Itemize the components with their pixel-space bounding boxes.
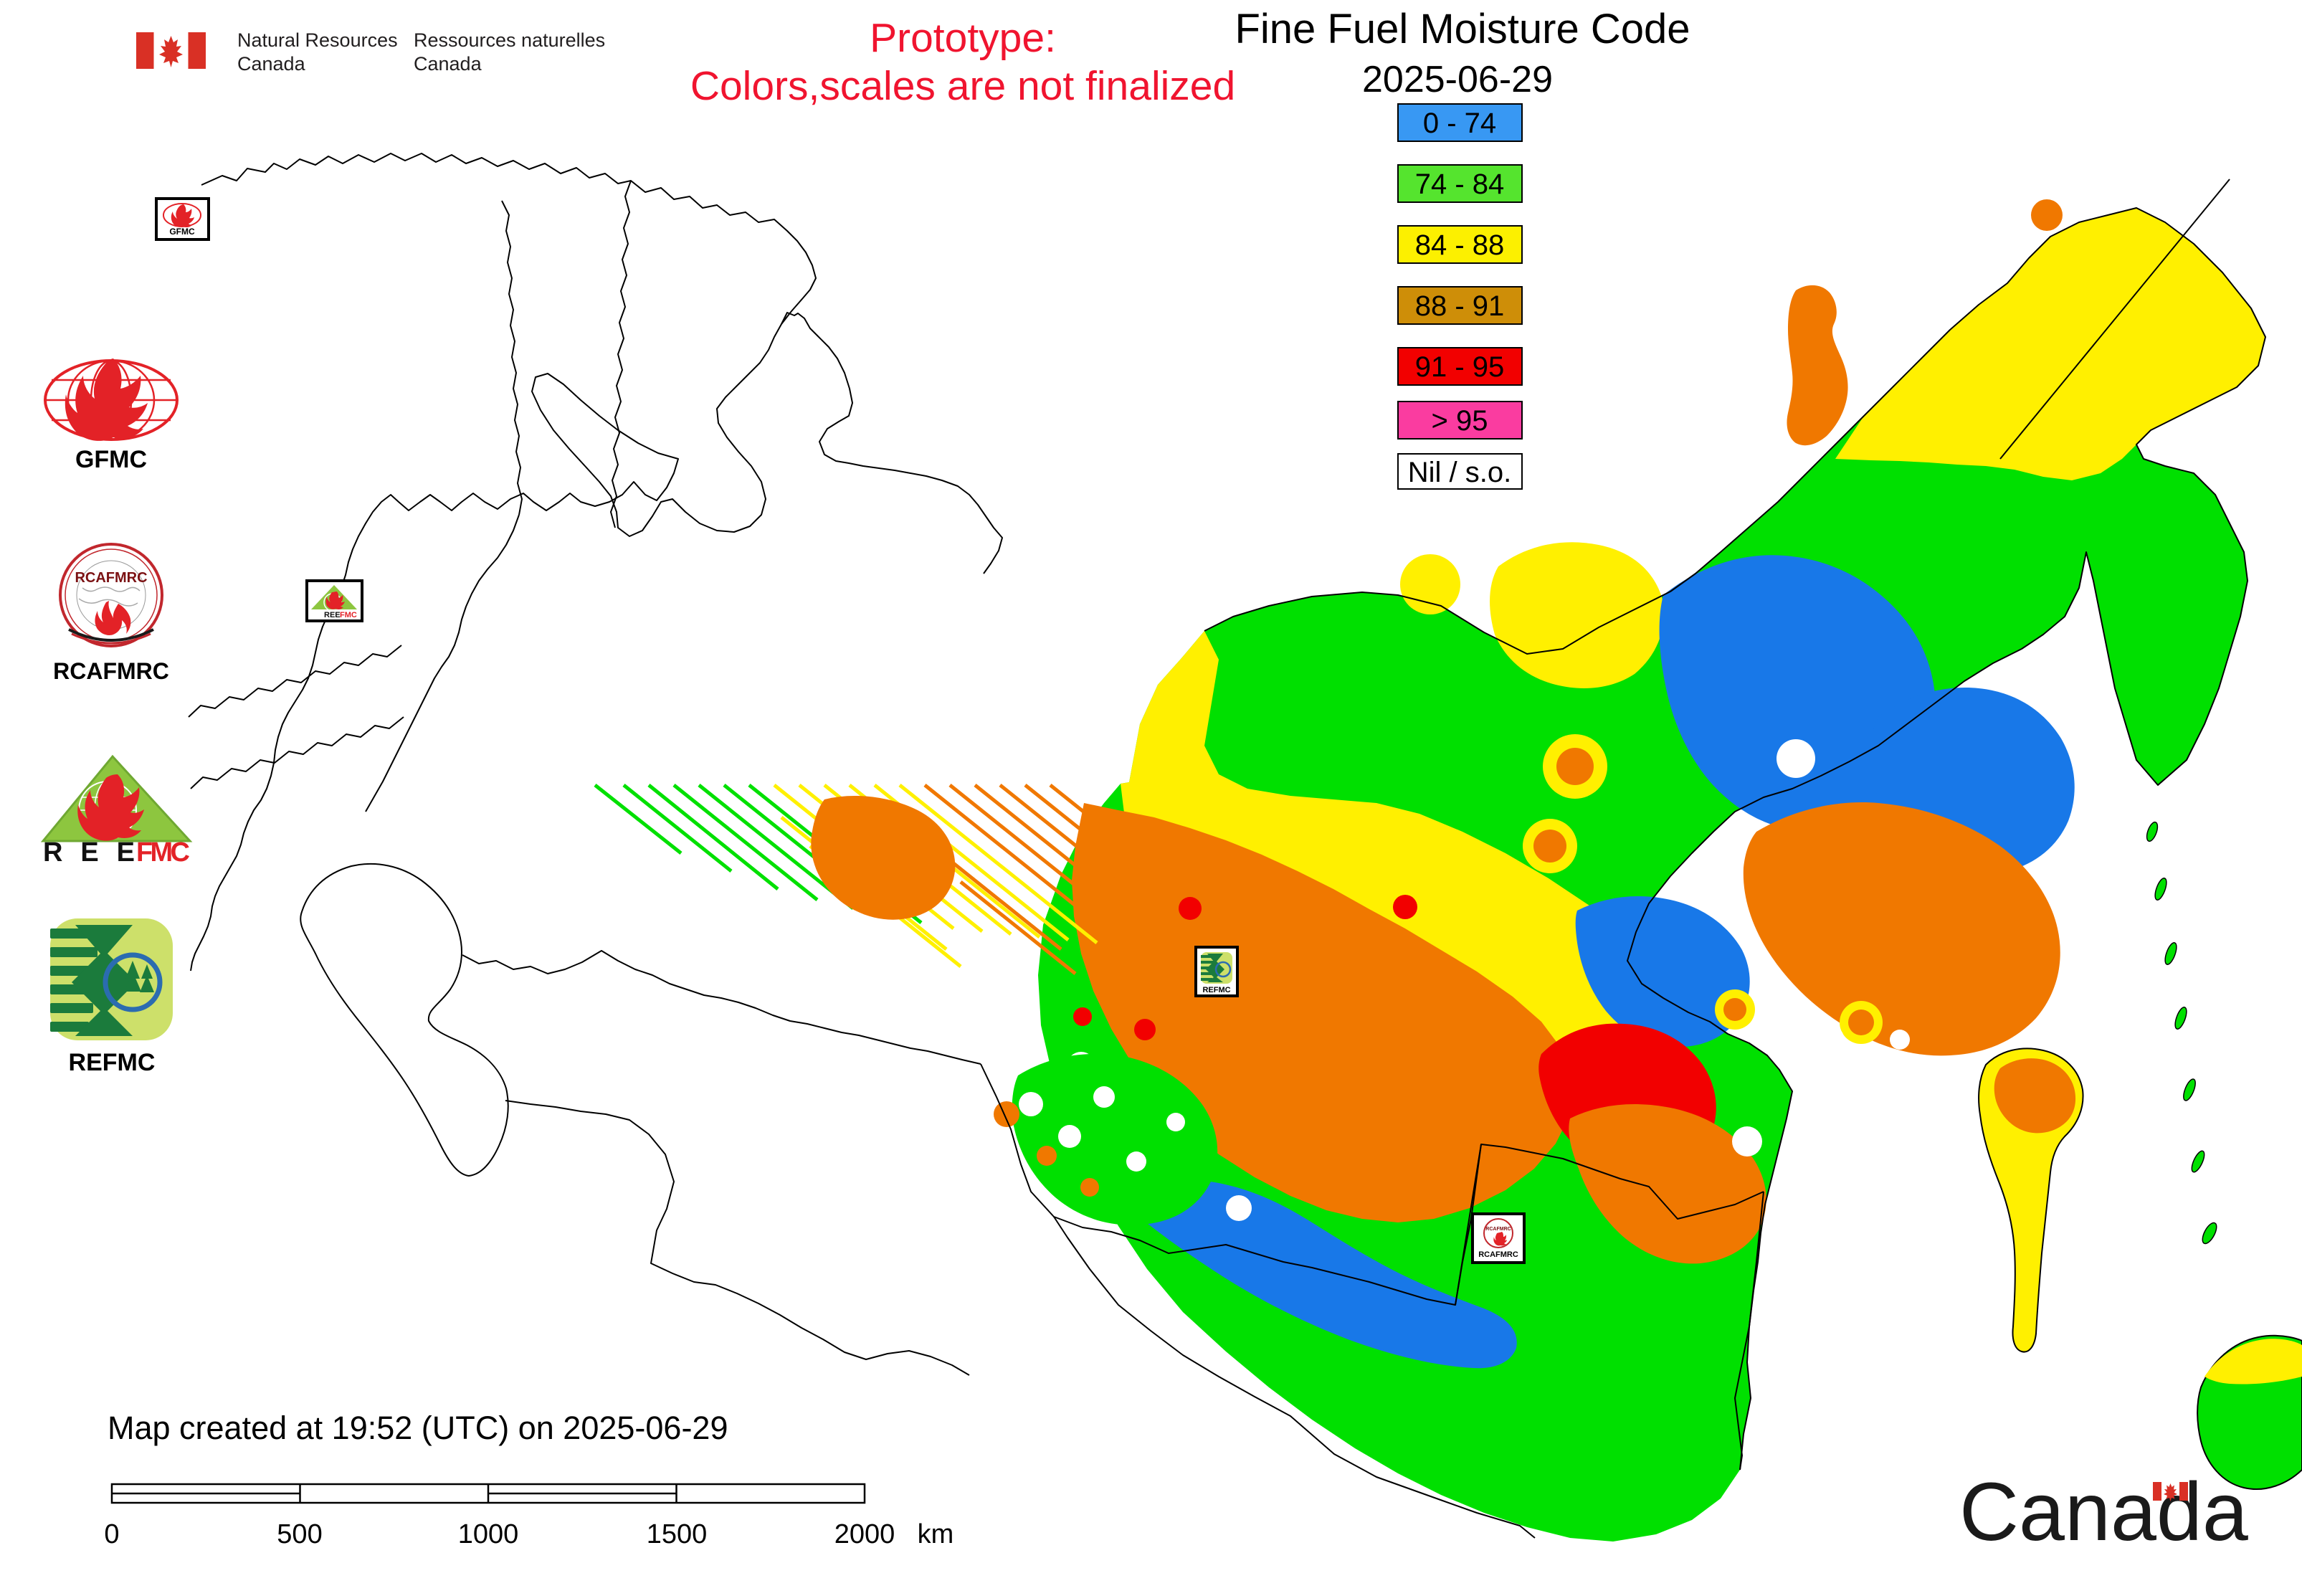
svg-text:Canada: Canada xyxy=(237,53,306,75)
svg-text:Prototype:: Prototype: xyxy=(870,15,1056,61)
svg-text:0: 0 xyxy=(104,1519,119,1549)
svg-text:0 - 74: 0 - 74 xyxy=(1423,108,1496,139)
svg-text:RCAFMRC: RCAFMRC xyxy=(53,658,169,684)
svg-text:88 - 91: 88 - 91 xyxy=(1415,290,1505,322)
svg-text:REE: REE xyxy=(324,611,341,619)
svg-text:FMC: FMC xyxy=(136,837,190,868)
svg-text:Colors,scales are not finalize: Colors,scales are not finalized xyxy=(690,63,1235,109)
svg-text:REFMC: REFMC xyxy=(69,1049,156,1076)
svg-text:74 - 84: 74 - 84 xyxy=(1415,168,1505,200)
svg-text:REE: REE xyxy=(43,837,135,868)
svg-text:1500: 1500 xyxy=(647,1519,708,1549)
svg-text:GFMC: GFMC xyxy=(75,446,147,473)
svg-text:RCAFMRC: RCAFMRC xyxy=(1485,1227,1511,1232)
svg-text:> 95: > 95 xyxy=(1432,405,1488,437)
svg-text:REFMC: REFMC xyxy=(1202,986,1230,994)
svg-text:RCAFMRC: RCAFMRC xyxy=(75,570,147,586)
svg-text:2025-06-29: 2025-06-29 xyxy=(1362,59,1553,100)
svg-text:91 - 95: 91 - 95 xyxy=(1415,351,1505,383)
svg-text:FMC: FMC xyxy=(340,611,357,619)
svg-text:2000: 2000 xyxy=(834,1519,895,1549)
svg-text:Canada: Canada xyxy=(414,53,482,75)
svg-text:Nil / s.o.: Nil / s.o. xyxy=(1408,457,1511,488)
svg-text:Fine Fuel Moisture Code: Fine Fuel Moisture Code xyxy=(1235,6,1690,52)
svg-text:Ressources naturelles: Ressources naturelles xyxy=(414,29,605,51)
svg-text:Natural Resources: Natural Resources xyxy=(237,29,398,51)
svg-text:Canada: Canada xyxy=(1959,1466,2248,1558)
svg-text:RCAFMRC: RCAFMRC xyxy=(1478,1250,1518,1259)
svg-text:GFMC: GFMC xyxy=(169,227,195,237)
svg-text:84 - 88: 84 - 88 xyxy=(1415,229,1505,261)
svg-text:500: 500 xyxy=(277,1519,322,1549)
svg-text:1000: 1000 xyxy=(458,1519,519,1549)
svg-text:km: km xyxy=(918,1519,954,1549)
svg-text:Map created at 19:52 (UTC) on: Map created at 19:52 (UTC) on 2025-06-29 xyxy=(108,1410,728,1446)
